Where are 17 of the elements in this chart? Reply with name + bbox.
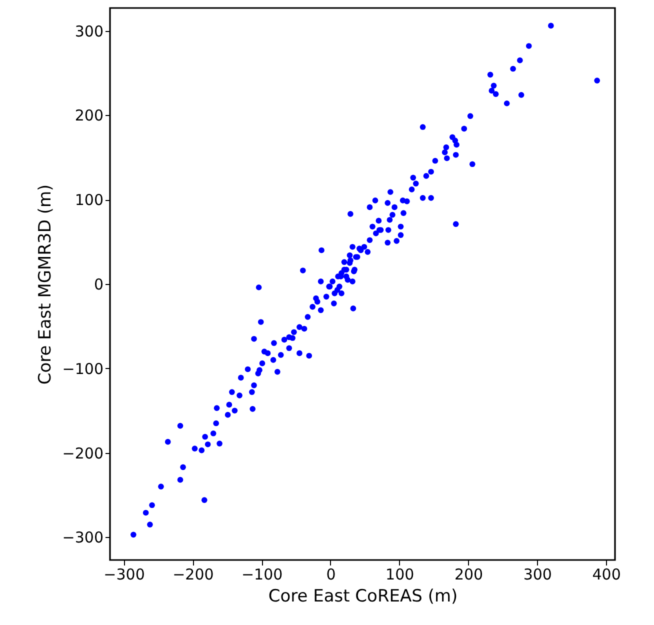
y-tick-label: 300: [74, 22, 104, 40]
y-tick-label: −100: [62, 360, 104, 378]
x-tick-label: 300: [523, 566, 552, 584]
y-tick-label: 200: [74, 106, 104, 125]
x-tick-label: 400: [592, 566, 621, 584]
y-tick-label: 100: [74, 191, 104, 210]
y-axis-title: Core East MGMR3D (m): [35, 184, 56, 385]
x-tick-label: 200: [454, 566, 484, 584]
y-tick-label: −200: [62, 444, 104, 462]
x-axis-title: Core East CoREAS (m): [268, 586, 458, 606]
y-tick-label: −300: [62, 528, 104, 547]
x-tick-label: −100: [241, 566, 283, 584]
y-tick-label: 0: [94, 276, 104, 294]
x-tick-label: −300: [104, 566, 145, 584]
x-tick-label: 0: [326, 566, 336, 584]
x-tick-label: −200: [172, 566, 214, 584]
x-tick-label: 100: [386, 566, 414, 584]
